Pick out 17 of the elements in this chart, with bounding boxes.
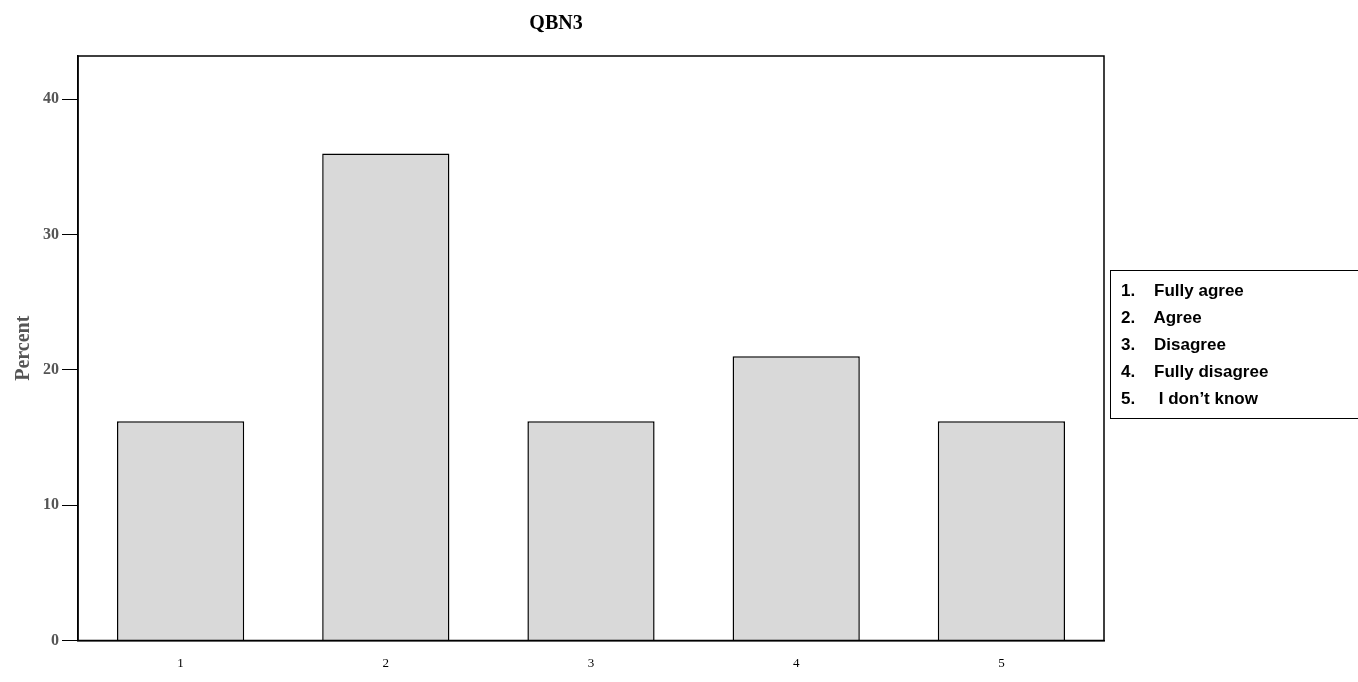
x-tick-label: 5: [998, 654, 1005, 670]
y-tick-label: 0: [51, 630, 59, 648]
text: 3. Disagree: [1121, 334, 1227, 356]
text: 5. I don’t know: [1121, 388, 1259, 410]
chart-title: QBN3: [529, 11, 583, 34]
text: 1. Fully agree: [1121, 280, 1245, 302]
x-tick-label: 1: [177, 654, 184, 670]
text: 2. Agree: [1121, 307, 1203, 329]
y-tick-label: 30: [43, 224, 59, 242]
x-tick-label: 3: [587, 654, 595, 670]
y-axis-title: Percent: [11, 315, 34, 381]
y-tick-label: 10: [43, 495, 59, 513]
x-tick-label: 4: [792, 654, 800, 670]
y-tick-label: 20: [43, 359, 59, 377]
x-tick-label: 2: [382, 654, 390, 670]
y-tick-label: 40: [43, 89, 59, 107]
text: 4. Fully disagree: [1121, 361, 1270, 383]
